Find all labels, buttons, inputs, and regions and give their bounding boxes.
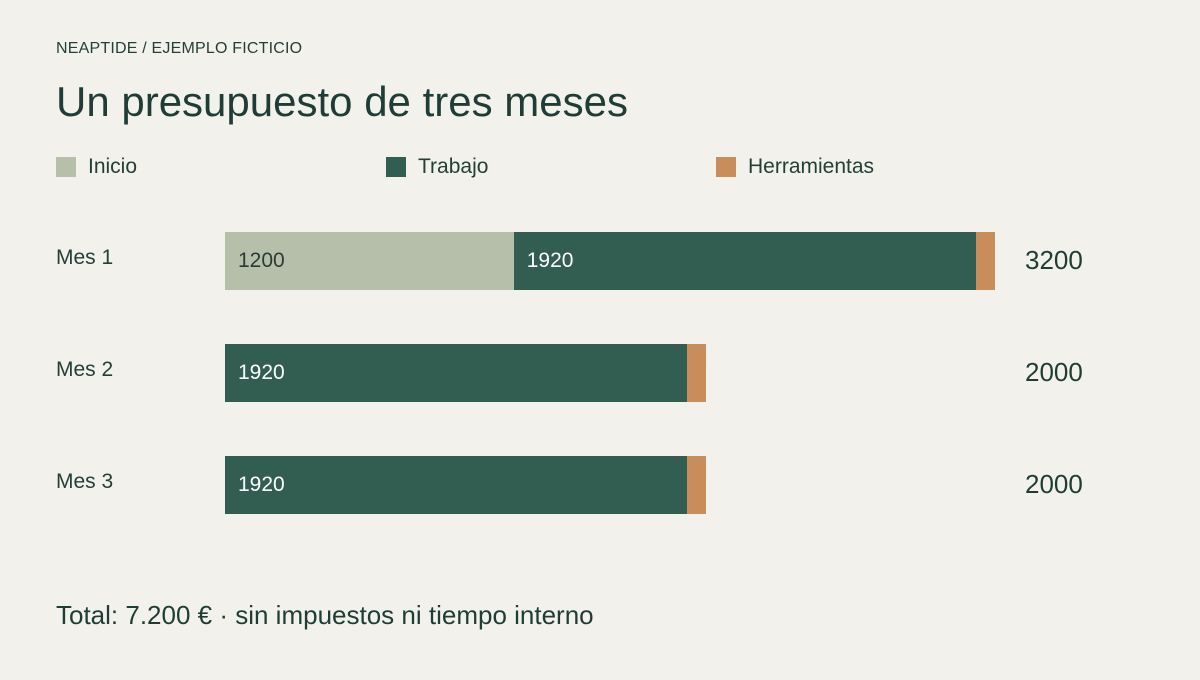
legend-label-trabajo: Trabajo — [418, 155, 489, 178]
bar-segment-trabajo-2: 1920 — [225, 344, 687, 402]
legend-item-herramientas: Herramientas — [716, 155, 874, 179]
bar-row-3: 1920 — [225, 456, 707, 514]
legend-swatch-inicio — [56, 157, 76, 177]
row-label-3: Mes 3 — [56, 470, 114, 493]
bar-row-1: 1200 1920 — [225, 232, 995, 290]
row-total-1: 3200 — [1025, 245, 1083, 275]
legend-swatch-trabajo — [386, 157, 406, 177]
bar-segment-herramientas-2 — [687, 344, 707, 402]
bar-value-label: 1920 — [238, 361, 285, 384]
bar-value-label: 1200 — [238, 249, 285, 272]
row-total-3: 2000 — [1025, 469, 1083, 499]
legend-label-herramientas: Herramientas — [748, 155, 875, 178]
row-total-2: 2000 — [1025, 357, 1083, 387]
row-label-1: Mes 1 — [56, 246, 114, 269]
bar-segment-trabajo-1: 1920 — [513, 232, 976, 290]
bar-segment-herramientas-1 — [975, 232, 995, 290]
row-label-2: Mes 2 — [56, 358, 114, 381]
legend-item-inicio: Inicio — [56, 155, 137, 179]
chart-title: Un presupuesto de tres meses — [56, 78, 628, 125]
legend-item-trabajo: Trabajo — [386, 155, 488, 179]
eyebrow-label: NEAPTIDE / EJEMPLO FICTICIO — [56, 40, 303, 57]
bar-segment-trabajo-3: 1920 — [225, 456, 687, 514]
legend-swatch-herramientas — [716, 157, 736, 177]
footer-total-note: Total: 7.200 € · sin impuestos ni tiempo… — [56, 600, 594, 630]
bar-segment-inicio-1: 1200 — [225, 232, 514, 290]
bar-row-2: 1920 — [225, 344, 707, 402]
bar-segment-herramientas-3 — [687, 456, 707, 514]
legend-label-inicio: Inicio — [88, 155, 138, 178]
bar-value-label: 1920 — [526, 249, 574, 272]
bar-value-label: 1920 — [238, 473, 285, 496]
